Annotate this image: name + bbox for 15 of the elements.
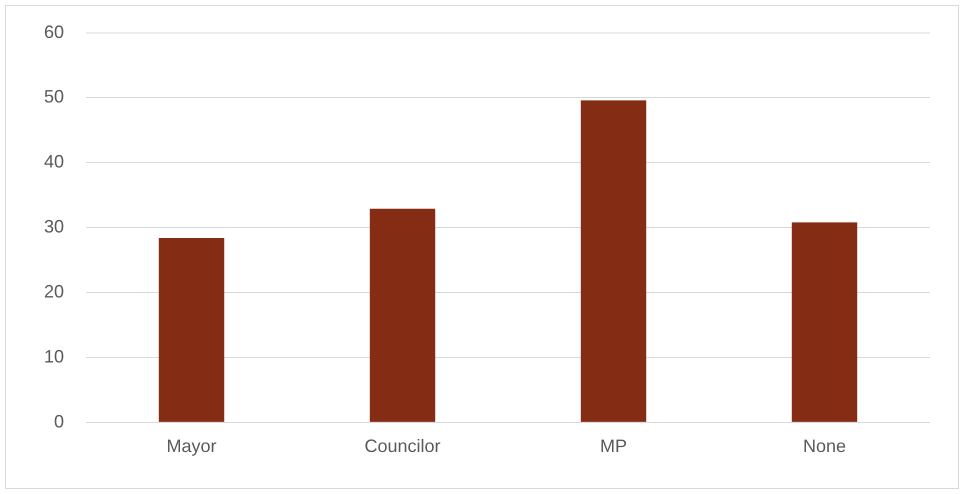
bar — [580, 100, 646, 422]
y-tick-label: 50 — [44, 86, 64, 107]
y-tick-label: 40 — [44, 152, 64, 172]
y-tick-label: 30 — [44, 216, 64, 237]
bar — [158, 238, 224, 422]
y-tick-label: 20 — [44, 282, 64, 302]
y-tick-label: 60 — [44, 22, 64, 42]
x-tick-label: Mayor — [166, 436, 217, 456]
bar — [370, 208, 436, 422]
x-tick-label: Councilor — [364, 436, 441, 456]
y-tick-label: 10 — [44, 346, 64, 366]
x-tick-label: None — [802, 436, 846, 456]
bar — [792, 222, 858, 422]
x-tick-label: MP — [600, 436, 628, 456]
y-tick-label: 0 — [54, 411, 64, 432]
